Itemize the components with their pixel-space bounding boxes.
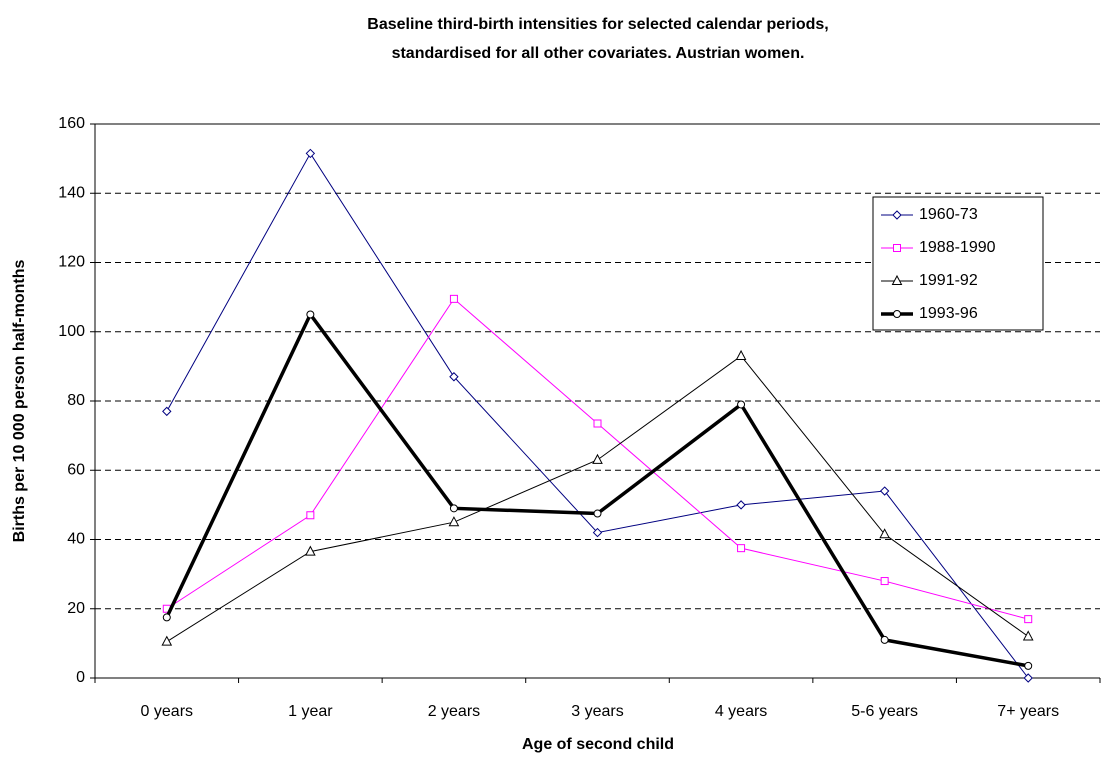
marker [593, 419, 602, 428]
y-tick-label: 40 [67, 531, 85, 548]
x-tick-label: 5-6 years [851, 703, 918, 720]
marker [1024, 661, 1033, 670]
marker [735, 349, 747, 360]
x-tick-label: 1 year [288, 703, 333, 720]
y-tick-label: 140 [58, 184, 85, 201]
marker [162, 613, 171, 622]
marker [305, 545, 316, 556]
marker [1024, 615, 1033, 624]
legend-label: 1960-73 [919, 206, 978, 223]
series-line [165, 311, 1029, 668]
x-tick-label: 0 years [141, 703, 193, 720]
x-tick-label: 3 years [571, 703, 623, 720]
marker [305, 148, 316, 159]
marker [449, 294, 458, 303]
marker [737, 400, 746, 409]
marker [592, 527, 603, 538]
legend-marker [893, 310, 901, 318]
legend-label: 1993-96 [919, 305, 978, 322]
legend-marker [892, 210, 902, 220]
x-tick-label: 4 years [715, 703, 767, 720]
x-tick-label: 7+ years [997, 703, 1059, 720]
marker [593, 509, 602, 518]
series-line [166, 355, 1029, 643]
marker [306, 511, 315, 520]
legend-box [872, 196, 1044, 331]
marker [880, 577, 889, 586]
marker [1022, 630, 1034, 641]
y-tick-label: 160 [58, 115, 85, 132]
chart-title: Baseline third-birth intensities for sel… [367, 16, 828, 33]
legend-label: 1991-92 [919, 272, 978, 289]
y-axis-label: Births per 10 000 person half-months [11, 260, 28, 543]
marker [449, 504, 458, 513]
legend-label: 1988-1990 [919, 239, 996, 256]
marker [879, 486, 890, 496]
y-tick-label: 100 [58, 323, 85, 340]
marker [737, 544, 746, 553]
marker [736, 500, 746, 510]
marker [448, 516, 460, 527]
marker [306, 310, 315, 319]
y-tick-label: 60 [67, 461, 85, 478]
legend-marker [891, 274, 903, 285]
marker [1023, 673, 1033, 683]
y-tick-label: 20 [67, 600, 85, 617]
y-tick-label: 80 [67, 392, 85, 409]
legend-marker [893, 244, 901, 252]
marker [161, 635, 173, 646]
marker [592, 453, 603, 464]
marker [449, 372, 459, 382]
marker [879, 528, 890, 539]
chart-title: standardised for all other covariates. A… [392, 45, 805, 62]
x-tick-label: 2 years [428, 703, 480, 720]
y-tick-label: 0 [76, 669, 85, 686]
y-tick-label: 120 [58, 254, 85, 271]
marker [880, 635, 889, 644]
x-axis-label: Age of second child [522, 736, 674, 753]
marker [162, 406, 172, 417]
